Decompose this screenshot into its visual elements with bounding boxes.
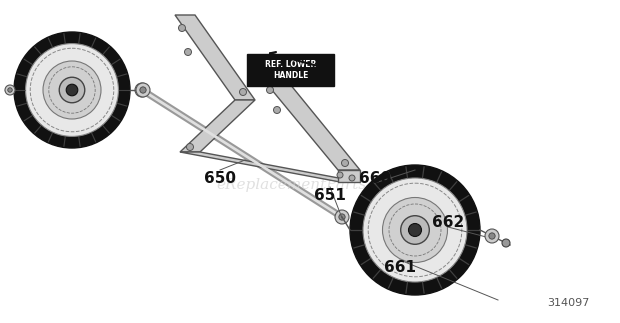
Circle shape bbox=[43, 61, 101, 119]
Polygon shape bbox=[175, 15, 255, 100]
Circle shape bbox=[337, 172, 343, 178]
Circle shape bbox=[136, 83, 150, 97]
Circle shape bbox=[25, 44, 118, 136]
Circle shape bbox=[485, 229, 499, 243]
Circle shape bbox=[239, 89, 247, 96]
Text: 662: 662 bbox=[432, 214, 464, 230]
Circle shape bbox=[179, 25, 185, 32]
Text: 651: 651 bbox=[314, 187, 346, 203]
Circle shape bbox=[273, 107, 280, 113]
Circle shape bbox=[489, 233, 495, 239]
Circle shape bbox=[135, 83, 149, 97]
Circle shape bbox=[185, 48, 192, 56]
Polygon shape bbox=[262, 78, 360, 170]
Circle shape bbox=[187, 143, 193, 151]
Circle shape bbox=[7, 88, 12, 92]
Circle shape bbox=[267, 87, 273, 93]
Circle shape bbox=[409, 224, 422, 236]
Polygon shape bbox=[180, 152, 360, 182]
Circle shape bbox=[339, 214, 345, 220]
Circle shape bbox=[140, 87, 146, 93]
Text: 661: 661 bbox=[384, 261, 416, 276]
Circle shape bbox=[5, 85, 15, 95]
Polygon shape bbox=[338, 170, 360, 182]
Circle shape bbox=[350, 165, 480, 295]
Text: eReplacementParts.com: eReplacementParts.com bbox=[216, 178, 404, 192]
Circle shape bbox=[363, 178, 467, 282]
Circle shape bbox=[349, 175, 355, 181]
Circle shape bbox=[14, 32, 130, 148]
Circle shape bbox=[502, 239, 510, 247]
FancyBboxPatch shape bbox=[247, 54, 334, 86]
Text: 314097: 314097 bbox=[547, 298, 590, 308]
Polygon shape bbox=[180, 100, 255, 152]
Text: 660: 660 bbox=[359, 171, 391, 185]
Circle shape bbox=[66, 84, 78, 96]
Circle shape bbox=[139, 87, 145, 93]
Text: 650: 650 bbox=[204, 171, 236, 185]
Circle shape bbox=[60, 77, 85, 103]
Circle shape bbox=[335, 210, 349, 224]
Circle shape bbox=[383, 197, 448, 263]
Circle shape bbox=[342, 160, 348, 166]
Text: REF. LOWER
HANDLE: REF. LOWER HANDLE bbox=[265, 60, 316, 80]
Circle shape bbox=[401, 216, 429, 244]
